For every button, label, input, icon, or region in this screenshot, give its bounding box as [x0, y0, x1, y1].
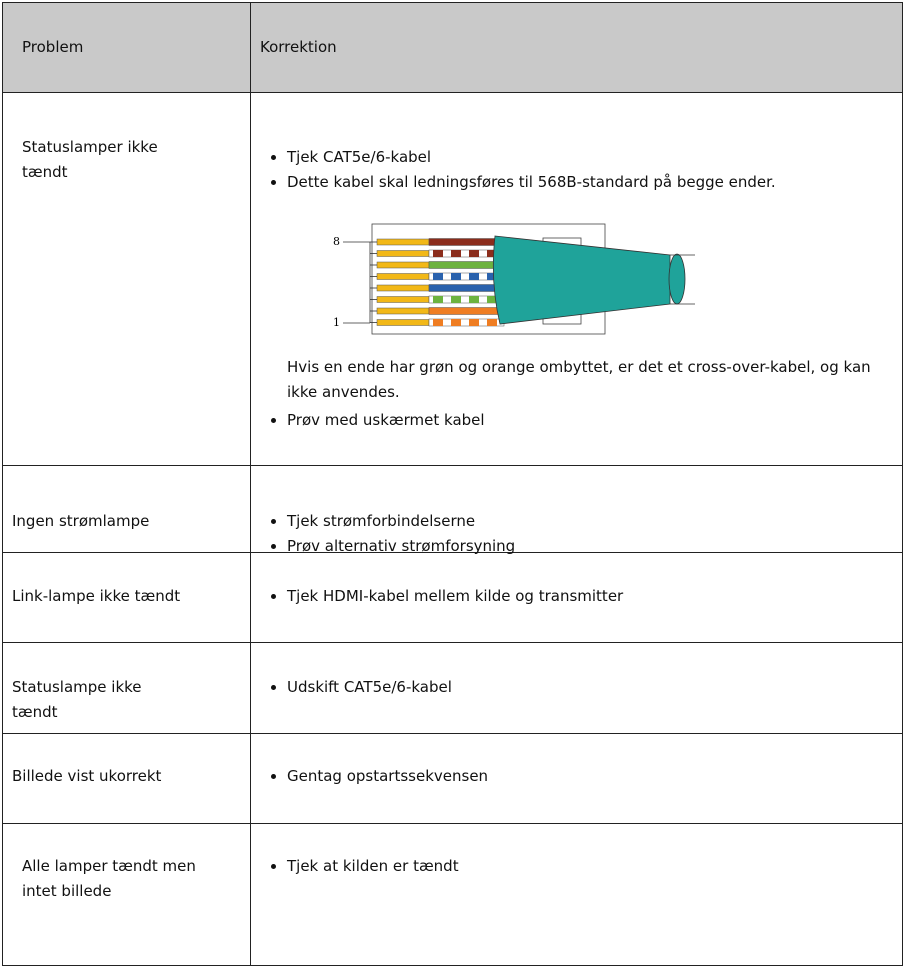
bullet-list: Gentag opstartssekvensen [262, 764, 862, 789]
wire [487, 250, 497, 257]
wire [433, 296, 443, 303]
problem-cell: Statuslampe ikke tændt [12, 678, 142, 721]
bullet-item: Prøv alternativ strømforsyning [287, 534, 862, 559]
note: Hvis en ende har grøn og orange ombyttet… [287, 358, 871, 401]
wire [376, 273, 430, 280]
wire [376, 238, 430, 246]
bullet-list: Udskift CAT5e/6-kabel [262, 675, 862, 700]
wire [451, 319, 461, 326]
wire [451, 273, 461, 280]
wire [433, 273, 443, 280]
wire [376, 284, 430, 292]
column-divider [250, 2, 251, 966]
bullet-list: Tjek strømforbindelserne Prøv alternativ… [262, 509, 862, 559]
problem-cell: Statuslamper ikke tændt [22, 138, 158, 181]
bullet-item: Tjek HDMI-kabel mellem kilde og transmit… [287, 584, 862, 609]
row-divider [2, 733, 903, 734]
problem-cell: Alle lamper tændt men intet billede [22, 857, 196, 900]
problem-cell: Ingen strømlampe [12, 512, 150, 530]
bullet-list: Tjek HDMI-kabel mellem kilde og transmit… [262, 584, 862, 609]
bullet-list: Prøv med uskærmet kabel [262, 408, 862, 433]
row-divider [2, 465, 903, 466]
row-divider [2, 823, 903, 824]
wire [428, 261, 505, 269]
wire [376, 261, 430, 269]
wire [469, 273, 479, 280]
problem-cell: Link-lampe ikke tændt [12, 587, 181, 605]
row-divider [2, 552, 903, 553]
bullet-item: Tjek at kilden er tændt [287, 854, 862, 879]
pin-label: 8 [333, 235, 340, 248]
bullet-item: Gentag opstartssekvensen [287, 764, 862, 789]
wire [469, 296, 479, 303]
wire [376, 307, 430, 315]
bullet-item: Prøv med uskærmet kabel [287, 408, 862, 433]
wire [487, 296, 497, 303]
problem-cell: Billede vist ukorrekt [12, 767, 162, 785]
wire [428, 284, 505, 292]
wire [428, 238, 505, 246]
header-cell: Korrektion [260, 38, 337, 56]
header-cell: Problem [22, 38, 84, 56]
wire [433, 250, 443, 257]
wire [433, 319, 443, 326]
pin-label: 1 [333, 316, 340, 329]
row-divider [2, 642, 903, 643]
wire [487, 273, 497, 280]
bullet-list: Tjek at kilden er tændt [262, 854, 862, 879]
wire [487, 319, 497, 326]
wire [428, 307, 505, 315]
wire [469, 250, 479, 257]
wire [376, 250, 430, 257]
bullet-item: Dette kabel skal ledningsføres til 568B-… [287, 170, 862, 195]
wire [451, 296, 461, 303]
bullet-item: Tjek strømforbindelserne [287, 509, 862, 534]
wire [451, 250, 461, 257]
bullet-item: Tjek CAT5e/6-kabel [287, 145, 862, 170]
rj45-diagram: 8 1 [333, 223, 695, 335]
bullet-item: Udskift CAT5e/6-kabel [287, 675, 862, 700]
wire [469, 319, 479, 326]
wire [376, 296, 430, 303]
header-row [2, 2, 903, 93]
bullet-list: Tjek CAT5e/6-kabel Dette kabel skal ledn… [262, 145, 862, 195]
wire [376, 319, 430, 326]
